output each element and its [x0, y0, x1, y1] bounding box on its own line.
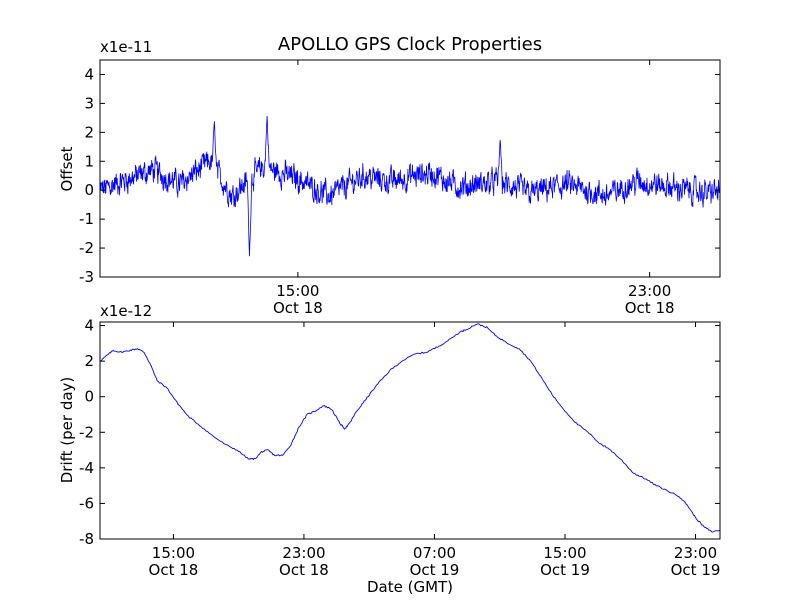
x-tick-label-time: 23:00 — [282, 544, 325, 562]
y-tick-label: -1 — [79, 210, 94, 228]
y-tick-label: -2 — [79, 423, 94, 441]
x-tick-label-time: 07:00 — [413, 544, 456, 562]
y-tick-label: 2 — [84, 123, 94, 141]
y-tick-label: -6 — [79, 494, 94, 512]
x-tick-label-date: Oct 19 — [540, 561, 590, 579]
y-tick-label: 0 — [84, 388, 94, 406]
x-tick-label-time: 15:00 — [152, 544, 195, 562]
x-tick-label-date: Oct 18 — [279, 561, 329, 579]
x-tick-label-time: 15:00 — [543, 544, 586, 562]
drift-y-axis-label: Drift (per day) — [58, 377, 76, 484]
offset-series-line — [99, 115, 721, 257]
x-tick-label-date: Oct 18 — [625, 299, 675, 317]
y-tick-label: 4 — [84, 65, 94, 83]
y-tick-label: -2 — [79, 239, 94, 257]
y-tick-label: 3 — [84, 94, 94, 112]
offset-axes-frame — [99, 59, 721, 278]
y-tick-label: 4 — [84, 317, 94, 335]
y-tick-label: -4 — [79, 459, 94, 477]
y-tick-label: 2 — [84, 352, 94, 370]
y-tick-label: -8 — [79, 530, 94, 548]
offset-panel: APOLLO GPS Clock Properties x1e-11 Offse… — [58, 34, 721, 317]
drift-axes-frame — [99, 321, 721, 540]
x-tick-label-time: 15:00 — [276, 282, 319, 300]
x-tick-label-time: 23:00 — [628, 282, 671, 300]
y-tick-label: -3 — [79, 268, 94, 286]
offset-y-axis-label: Offset — [58, 146, 76, 191]
x-tick-label-date: Oct 19 — [671, 561, 721, 579]
offset-line — [99, 115, 721, 257]
drift-series-line — [99, 323, 721, 533]
chart-title: APOLLO GPS Clock Properties — [278, 34, 542, 55]
x-tick-label-date: Oct 19 — [410, 561, 460, 579]
x-tick-label-date: Oct 18 — [149, 561, 199, 579]
y-tick-label: 1 — [84, 152, 94, 170]
y-tick-label: 0 — [84, 181, 94, 199]
x-tick-label-date: Oct 18 — [273, 299, 323, 317]
drift-multiplier-label: x1e-12 — [100, 302, 152, 320]
drift-x-axis-label: Date (GMT) — [367, 578, 453, 596]
drift-line — [99, 323, 721, 533]
x-tick-label-time: 23:00 — [674, 544, 717, 562]
offset-multiplier-label: x1e-11 — [100, 38, 152, 56]
drift-panel: x1e-12 Drift (per day) Date (GMT) -8 -6 -4… — [58, 302, 721, 596]
